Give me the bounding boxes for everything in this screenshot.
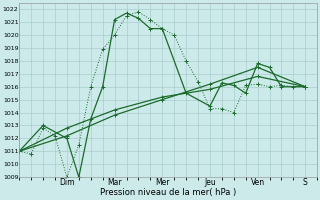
- X-axis label: Pression niveau de la mer( hPa ): Pression niveau de la mer( hPa ): [100, 188, 236, 197]
